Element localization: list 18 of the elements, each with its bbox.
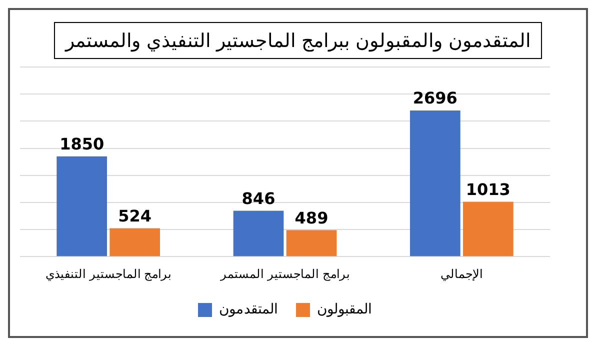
bar: [462, 202, 514, 256]
bar: [56, 156, 108, 256]
x-tick-label: برامج الماجستير المستمر: [220, 266, 350, 281]
data-label: 846: [242, 188, 276, 208]
x-tick-label: برامج الماجستير التنفيذي: [46, 266, 172, 281]
legend-label: المقبولون: [317, 302, 372, 318]
data-label: 2696: [412, 88, 458, 108]
bar: [410, 110, 460, 256]
data-label: 1013: [466, 180, 510, 199]
bar: [286, 230, 337, 256]
legend-label: المتقدمون: [219, 302, 278, 318]
bar: [233, 210, 284, 256]
data-label: 489: [294, 208, 328, 228]
data-label: 1850: [60, 134, 104, 154]
bar: [110, 228, 160, 256]
chart-title: المتقدمون والمقبولون ببرامج الماجستير التنفيذي والمستمر: [54, 22, 542, 59]
x-tick-label: الإجمالي: [440, 266, 483, 282]
data-label: 524: [118, 206, 152, 226]
